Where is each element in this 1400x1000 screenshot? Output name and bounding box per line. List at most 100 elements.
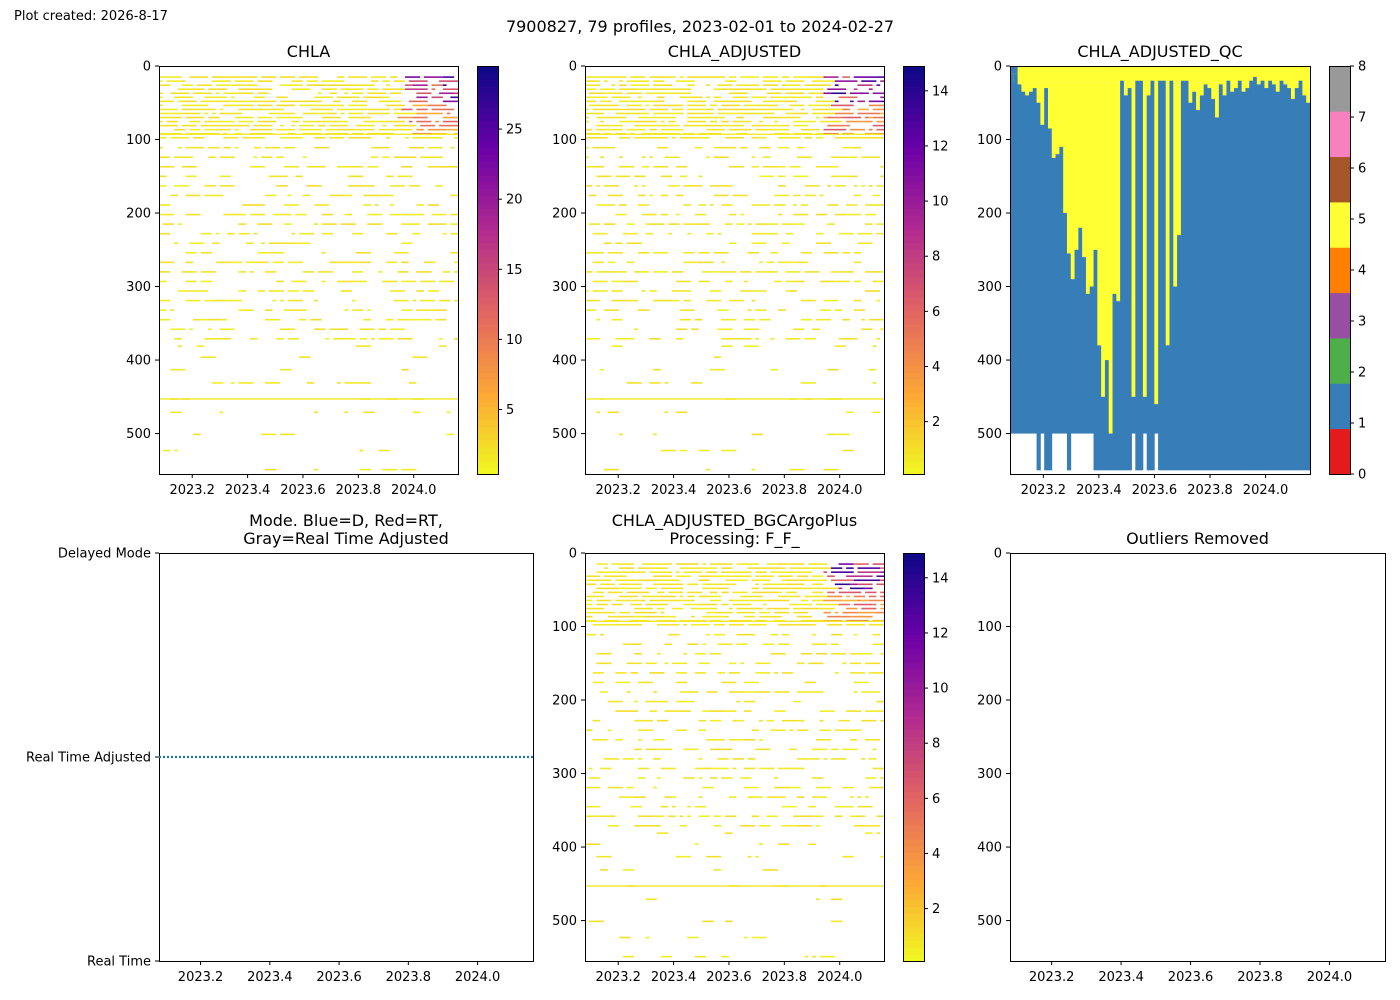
heatmap-cell (842, 611, 858, 614)
heatmap-cell (1237, 80, 1243, 471)
heatmap-cell (694, 843, 699, 845)
heatmap-cell (435, 185, 443, 187)
heatmap-cell (656, 124, 680, 127)
heatmap-cell (728, 165, 744, 168)
heatmap-cell (687, 84, 695, 86)
heatmap-cell (823, 571, 828, 573)
heatmap-cell (849, 729, 862, 732)
heatmap-cell (321, 251, 326, 254)
colorbar-band (903, 804, 924, 812)
heatmap-cell (592, 290, 608, 292)
colorbar-band (903, 865, 924, 874)
heatmap-cell (382, 124, 387, 127)
bgc_plus-title-line: CHLA_ADJUSTED_BGCArgoPlus (612, 511, 858, 531)
heatmap-cell (876, 128, 884, 131)
heatmap-cell (653, 165, 669, 168)
heatmap-cell (660, 748, 673, 751)
colorbar-band (903, 784, 924, 792)
colorbar-band (903, 66, 924, 74)
heatmap-cell (619, 88, 638, 91)
heatmap-cell (600, 691, 608, 693)
heatmap-cell (766, 261, 775, 264)
colorbar-band (903, 351, 924, 359)
heatmap-cell (793, 213, 809, 216)
heatmap-cell (736, 607, 756, 610)
heatmap-cell (321, 213, 334, 216)
x-tick-label: 2024.0 (817, 970, 863, 985)
heatmap-cell (1051, 157, 1056, 434)
heatmap-cell (238, 120, 254, 123)
heatmap-cell (1089, 66, 1094, 83)
heatmap-cell (622, 571, 646, 573)
heatmap-cell (1127, 66, 1132, 83)
heatmap-cell (159, 136, 167, 139)
heatmap-cell (208, 328, 212, 331)
heatmap-cell (880, 710, 884, 712)
heatmap-cell (849, 583, 858, 586)
colorbar-band (477, 460, 498, 468)
heatmap-cell (876, 280, 884, 283)
heatmap-cell (857, 232, 869, 235)
heatmap-cell (585, 595, 589, 598)
colorbar-tick-label: 20 (506, 193, 523, 208)
heatmap-cell (778, 691, 790, 693)
heatmap-cell (227, 213, 243, 216)
heatmap-cell (596, 271, 601, 273)
heatmap-cell (800, 299, 816, 302)
heatmap-cell (1241, 66, 1246, 83)
heatmap-cell (865, 575, 873, 578)
heatmap-cell (827, 223, 835, 225)
heatmap-cell (653, 575, 657, 578)
x-tick-label: 2023.8 (336, 483, 382, 498)
heatmap-cell (299, 128, 322, 131)
heatmap-cell (442, 271, 451, 273)
heatmap-cell (706, 156, 710, 159)
heatmap-cell (439, 80, 458, 82)
heatmap-cell (223, 146, 231, 149)
heatmap-cell (755, 681, 760, 684)
heatmap-cell (853, 595, 858, 598)
heatmap-cell (1283, 84, 1288, 471)
heatmap-cell (234, 116, 254, 119)
heatmap-cell (596, 563, 608, 565)
heatmap-cell (219, 328, 235, 331)
colorbar-band (903, 689, 924, 697)
heatmap-cell (204, 120, 212, 123)
heatmap-cell (626, 299, 638, 302)
heatmap-cell (450, 146, 455, 149)
heatmap-cell (637, 729, 654, 732)
heatmap-cell (868, 136, 884, 139)
heatmap-cell (159, 398, 458, 400)
heatmap-cell (717, 672, 726, 674)
heatmap-cell (622, 796, 635, 798)
heatmap-cell (1272, 84, 1277, 471)
heatmap-cell (762, 643, 775, 646)
heatmap-cell (261, 100, 277, 103)
heatmap-cell (1226, 80, 1231, 471)
heatmap-cell (253, 96, 265, 99)
heatmap-cell (781, 579, 786, 582)
heatmap-cell (321, 116, 341, 119)
colorbar-tick-label: 6 (932, 305, 940, 320)
heatmap-cell (717, 84, 729, 86)
heatmap-cell (386, 84, 390, 86)
heatmap-cell (759, 175, 775, 178)
heatmap-cell (321, 280, 326, 283)
heatmap-cell (382, 468, 398, 471)
heatmap-cell (679, 595, 684, 598)
heatmap-cell (827, 116, 835, 119)
heatmap-cell (585, 579, 589, 582)
heatmap-cell (367, 309, 371, 311)
heatmap-cell (592, 146, 601, 149)
heatmap-cell (276, 338, 284, 340)
heatmap-cell (831, 758, 847, 760)
heatmap-cell (1127, 82, 1132, 89)
colorbar-band (477, 140, 498, 149)
heatmap-cell (619, 156, 623, 159)
heatmap-cell (846, 805, 854, 808)
heatmap-cell (857, 796, 862, 798)
colorbar-band (477, 372, 498, 380)
heatmap-cell (743, 108, 756, 111)
colorbar-band (903, 648, 924, 656)
heatmap-cell (675, 280, 680, 283)
